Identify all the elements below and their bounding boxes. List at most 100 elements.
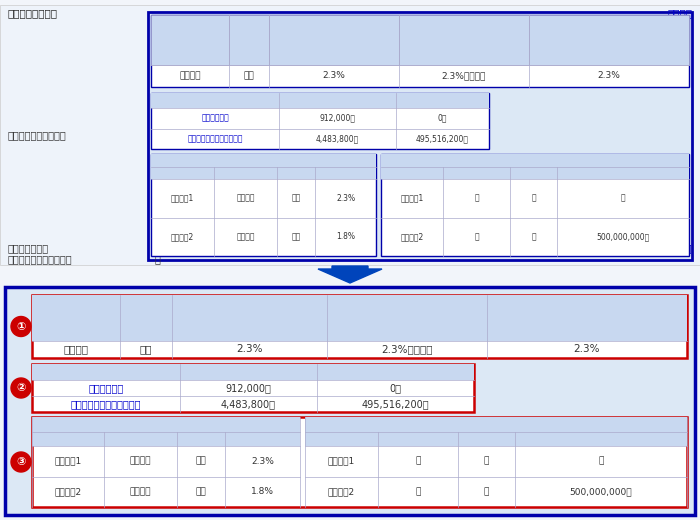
Bar	[120, 295, 172, 341]
Text: ステージ: ステージ	[57, 435, 79, 444]
Text: ステージ1: ステージ1	[400, 194, 424, 203]
Text: ステージ1: ステージ1	[171, 194, 194, 203]
Text: 信用新規建玉約定代金合計: 信用新規建玉約定代金合計	[188, 134, 243, 143]
Text: 買方: 買方	[195, 487, 206, 496]
Text: 0円: 0円	[389, 383, 402, 393]
Text: 2.3%（予定）: 2.3%（予定）	[382, 344, 433, 355]
Text: 制度信用: 制度信用	[130, 457, 151, 466]
Text: 2014年8月約定分: 2014年8月約定分	[222, 300, 277, 308]
Text: 495,516,200円: 495,516,200円	[416, 134, 469, 143]
Text: 2.3%: 2.3%	[323, 71, 345, 81]
Text: ①: ①	[16, 321, 26, 332]
Text: 制度信用: 制度信用	[179, 71, 201, 81]
Text: 判定項目: 判定項目	[95, 368, 117, 376]
Text: －: －	[620, 194, 625, 203]
Text: 電子交付申込状況: 電子交付申込状況	[8, 8, 58, 18]
Polygon shape	[318, 266, 382, 283]
Bar	[315, 167, 376, 179]
Text: 指定なし（2012/8/24最終更新日）: 指定なし（2012/8/24最終更新日）	[155, 243, 270, 253]
Circle shape	[11, 317, 31, 336]
Text: 売買: 売買	[244, 35, 254, 45]
Text: ②: ②	[16, 383, 26, 393]
Text: 2014年8月約定分: 2014年8月約定分	[310, 21, 358, 31]
Text: 変更する: 変更する	[668, 243, 692, 253]
Bar	[151, 93, 279, 108]
Bar	[556, 167, 689, 179]
Bar	[377, 432, 458, 446]
Text: 売買: 売買	[291, 168, 301, 177]
Text: 登録配当金受領口座情報: 登録配当金受領口座情報	[8, 254, 73, 264]
Text: 条件: 条件	[482, 435, 491, 444]
Text: 信用種別: 信用種別	[130, 435, 151, 444]
Text: －: －	[474, 194, 479, 203]
Text: 2.3%: 2.3%	[237, 344, 262, 355]
Bar	[515, 432, 687, 446]
Bar	[381, 154, 689, 256]
Text: 信用種別: 信用種別	[64, 313, 88, 323]
Text: 2014/8/15時点の金額: 2014/8/15時点の金額	[307, 96, 368, 105]
Bar	[510, 167, 556, 179]
Text: ステージ: ステージ	[403, 170, 420, 176]
Text: ステージ: ステージ	[331, 435, 351, 444]
Text: 信用新規建玉約定代金合計: 信用新規建玉約定代金合計	[571, 435, 631, 444]
Text: 制度信用: 制度信用	[64, 344, 88, 355]
Bar	[151, 154, 376, 256]
Text: 信用建玉残高: 信用建玉残高	[201, 114, 229, 123]
Bar	[277, 167, 315, 179]
Bar	[214, 167, 277, 179]
Text: 買方: 買方	[244, 71, 254, 81]
Text: 信用種別: 信用種別	[180, 35, 200, 45]
Text: 2014年9月約定分: 2014年9月約定分	[379, 300, 435, 308]
Text: －: －	[415, 487, 421, 496]
Bar	[381, 154, 689, 167]
Text: ステージ2: ステージ2	[400, 232, 424, 241]
Text: 金利: 金利	[257, 435, 268, 444]
Text: 制度信用: 制度信用	[130, 487, 151, 496]
Bar	[32, 364, 474, 412]
Text: 売買: 売買	[140, 313, 152, 323]
Bar	[32, 417, 300, 432]
Text: －: －	[531, 232, 536, 241]
Text: 信用取引金利優遇状況: 信用取引金利優遇状況	[8, 130, 66, 140]
Bar	[487, 295, 687, 341]
Text: 2014/8/15時点の金額: 2014/8/15時点の金額	[212, 368, 285, 376]
Bar	[269, 15, 399, 65]
Text: 495,516,200円: 495,516,200円	[362, 399, 429, 409]
Bar	[442, 167, 510, 179]
Text: 信用種別: 信用種別	[237, 168, 255, 177]
Text: 買方: 買方	[140, 344, 153, 355]
Text: －: －	[415, 457, 421, 466]
Text: ステージ1: ステージ1	[55, 457, 82, 466]
Bar	[148, 12, 692, 260]
Text: －: －	[474, 232, 479, 241]
Text: ステージ別金利適用一覧表: ステージ別金利適用一覧表	[131, 420, 202, 430]
Text: 金利: 金利	[341, 168, 350, 177]
Text: 2014年9月約定分: 2014年9月約定分	[440, 21, 488, 31]
Text: －: －	[531, 194, 536, 203]
Bar	[529, 15, 689, 65]
Text: 【ステージ1】: 【ステージ1】	[318, 30, 350, 38]
Text: ステージ: ステージ	[174, 168, 192, 177]
Text: 金利適用条件一覧表: 金利適用条件一覧表	[470, 420, 522, 430]
Bar	[381, 167, 442, 179]
Text: 信用建玉残高: 信用建玉残高	[88, 383, 124, 393]
Text: 信用新規建玉約定代金合計: 信用新規建玉約定代金合計	[71, 399, 141, 409]
Bar	[279, 93, 396, 108]
Bar	[180, 364, 317, 380]
Text: 確認する: 確認する	[667, 8, 692, 18]
Text: 買方: 買方	[291, 232, 301, 241]
Text: 0円: 0円	[438, 114, 447, 123]
Text: －: －	[484, 457, 489, 466]
Bar	[151, 154, 376, 167]
Bar	[32, 417, 687, 507]
Text: 2014年7月約定分: 2014年7月約定分	[585, 21, 633, 31]
Bar	[32, 295, 120, 341]
Text: 制度信用: 制度信用	[237, 232, 255, 241]
Text: 【ステージ1】: 【ステージ1】	[388, 308, 426, 318]
Text: ステージ2: ステージ2	[328, 487, 355, 496]
Text: 912,000円: 912,000円	[225, 383, 272, 393]
Text: 売買: 売買	[195, 435, 206, 444]
Bar	[5, 287, 695, 515]
Text: 【ステージ1】: 【ステージ1】	[593, 30, 625, 38]
Bar	[229, 15, 269, 65]
